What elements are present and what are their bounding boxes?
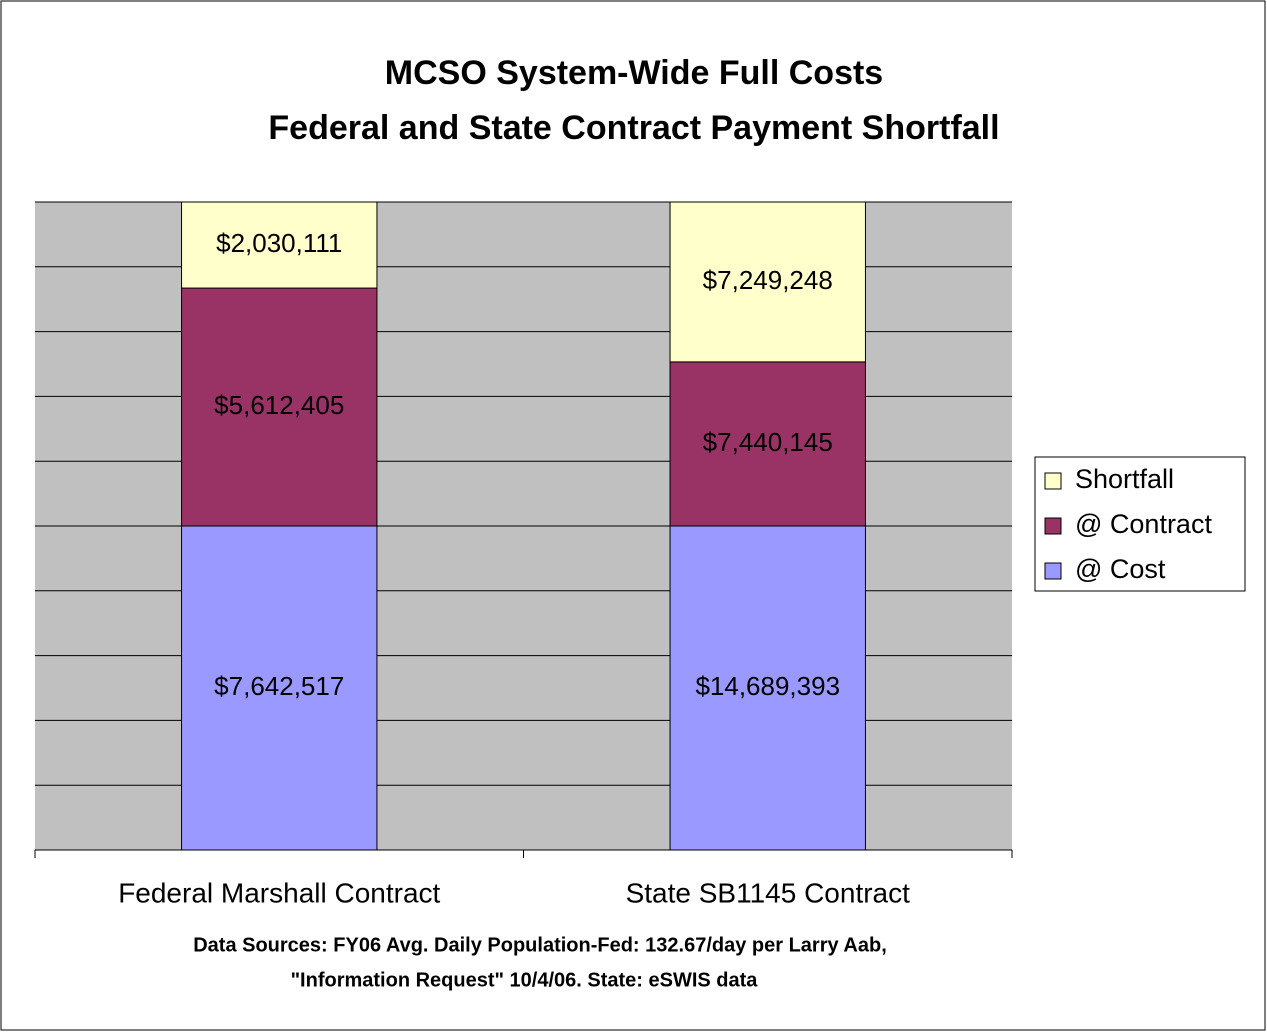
bar-segment [181, 201, 378, 289]
x-tick-label: State SB1145 Contract [626, 877, 911, 908]
legend-swatch [1044, 562, 1062, 580]
bar-segment [669, 525, 866, 851]
bar-segment [669, 361, 866, 527]
legend-label: @ Contract [1075, 509, 1212, 539]
x-tick-label: Federal Marshall Contract [118, 877, 440, 908]
legend-box [1034, 456, 1246, 592]
data-label: $7,440,145 [703, 427, 833, 457]
data-label: $14,689,393 [695, 671, 840, 701]
data-label: $5,612,405 [214, 390, 344, 420]
data-label: $7,249,248 [703, 265, 833, 295]
footnote: Data Sources: FY06 Avg. Daily Population… [193, 934, 887, 956]
data-label: $7,642,517 [214, 671, 344, 701]
chart-title: MCSO System-Wide Full Costs [385, 54, 883, 92]
footnote: "Information Request" 10/4/06. State: eS… [291, 969, 759, 991]
data-label: $2,030,111 [216, 228, 342, 258]
legend-label: Shortfall [1075, 464, 1174, 494]
legend-label: @ Cost [1075, 554, 1166, 584]
chart-title: Federal and State Contract Payment Short… [268, 109, 999, 147]
legend-swatch [1044, 517, 1062, 535]
bar-segment [669, 201, 866, 363]
legend-swatch [1044, 472, 1062, 490]
bar-segment [181, 525, 378, 851]
